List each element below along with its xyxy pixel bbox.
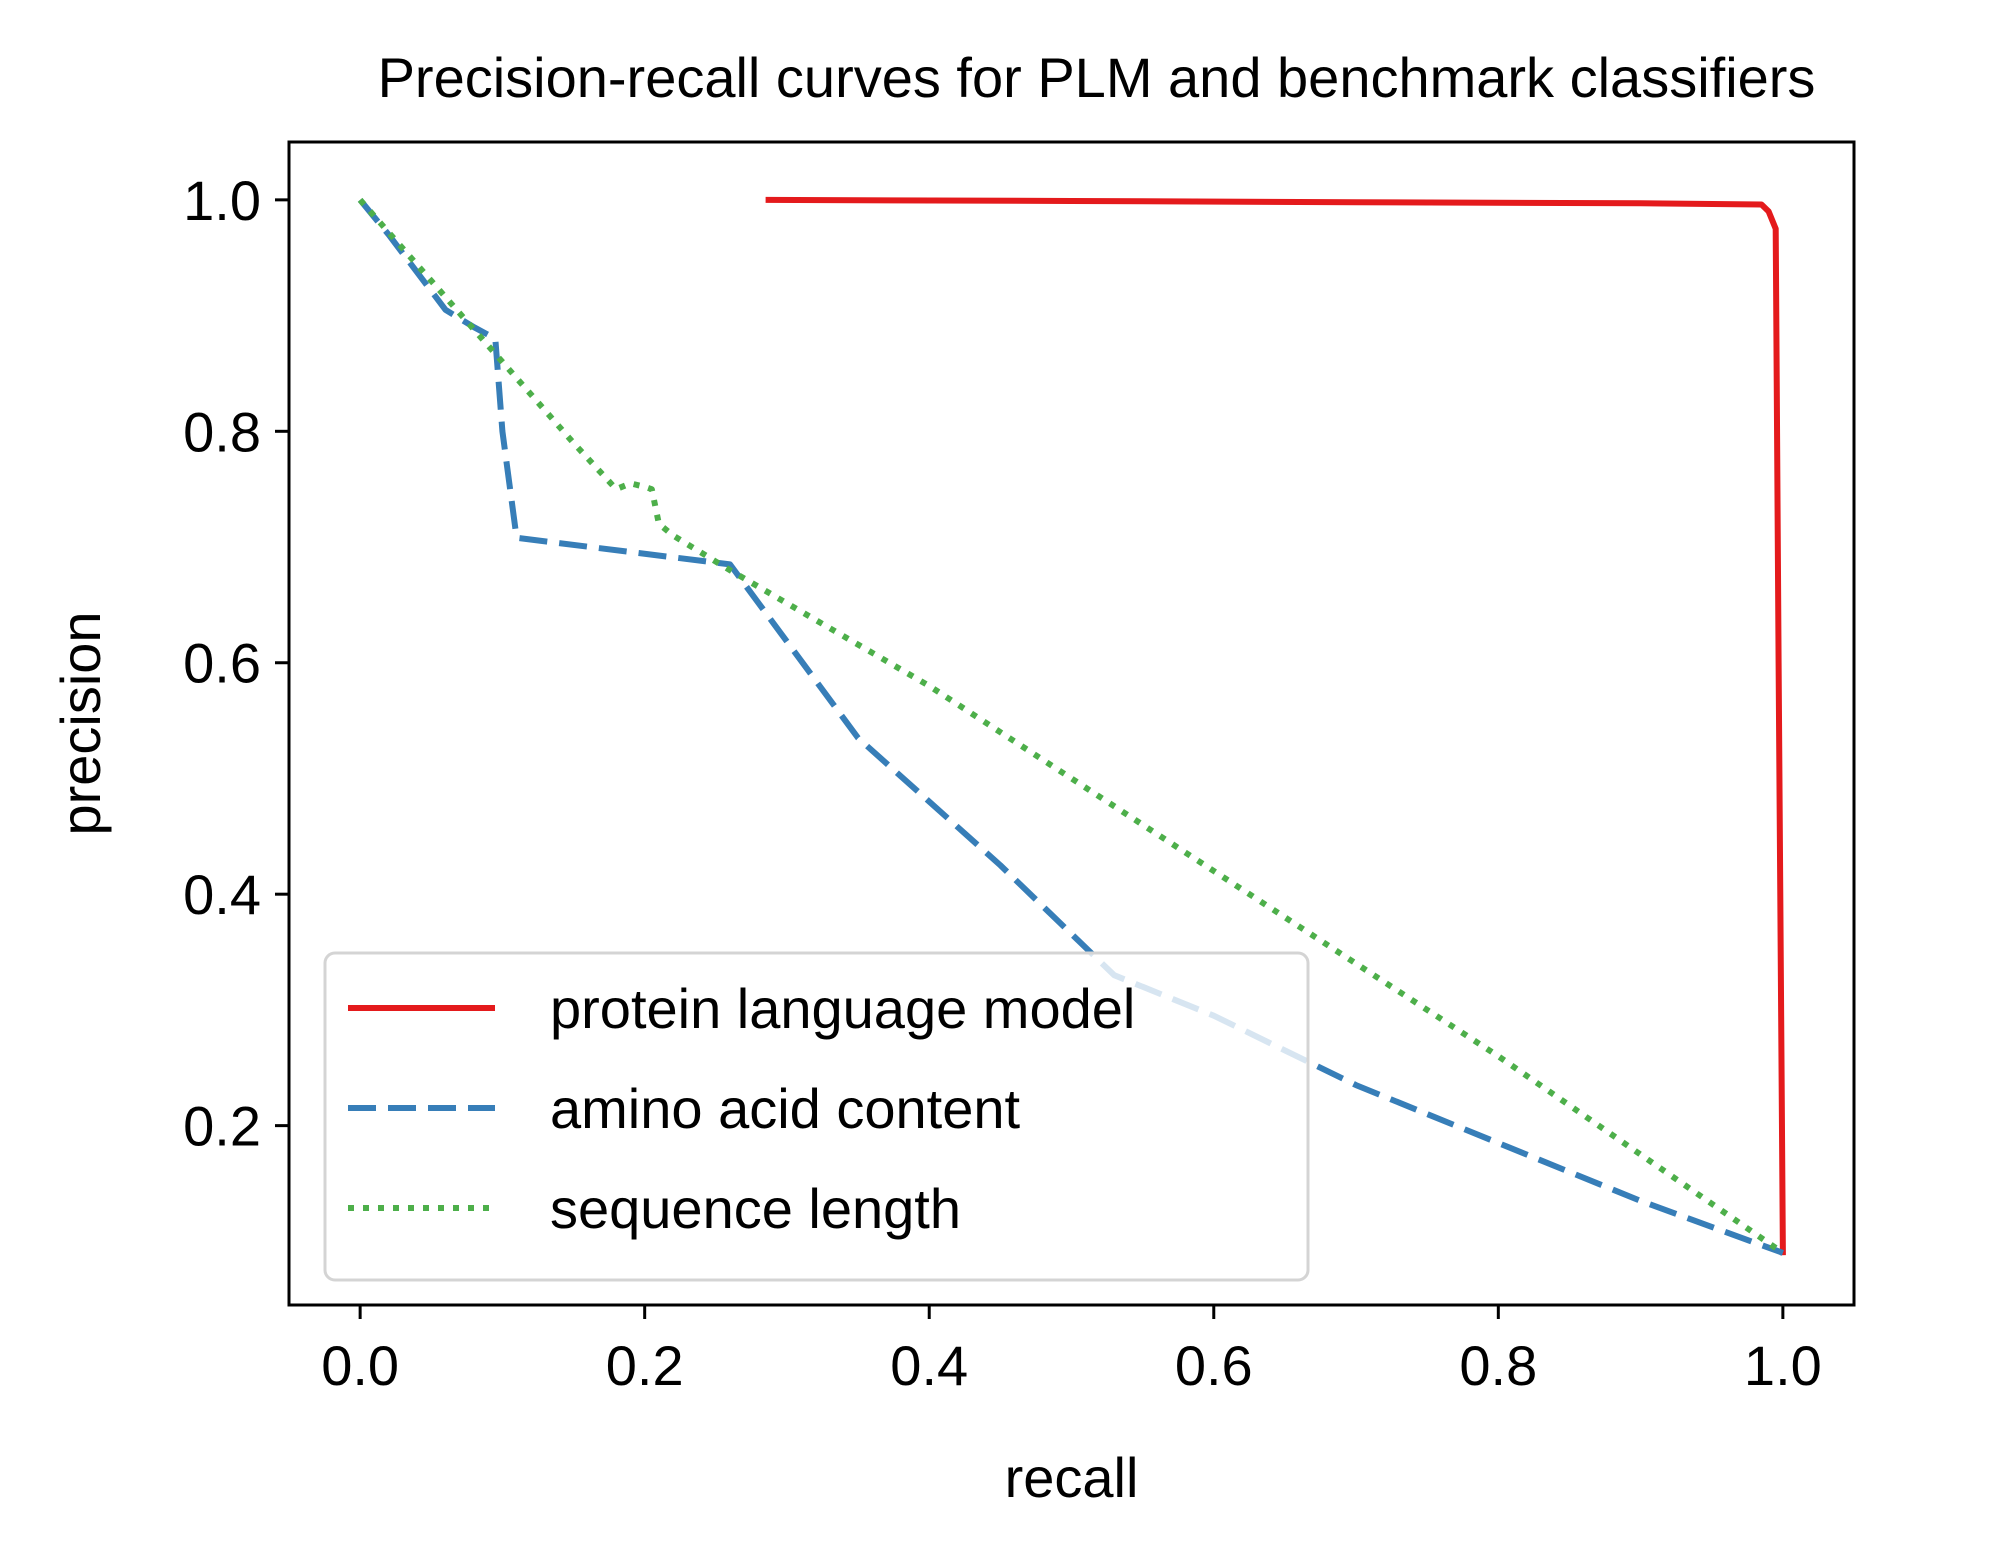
x-tick-label: 1.0: [1744, 1334, 1822, 1397]
legend: protein language model amino acid content…: [323, 951, 1310, 1282]
x-tick-label: 0.0: [321, 1334, 399, 1397]
legend-label-1: amino acid content: [550, 1077, 1021, 1140]
y-tick-label: 0.4: [183, 863, 261, 926]
y-axis-label: precision: [49, 611, 112, 835]
plot-frame: [287, 140, 1856, 1307]
legend-label-0: protein language model: [550, 977, 1135, 1040]
x-tick-label: 0.6: [1175, 1334, 1253, 1397]
y-tick-label: 0.2: [183, 1095, 261, 1158]
x-axis-label: recall: [1005, 1446, 1139, 1509]
x-tick-label: 0.4: [890, 1334, 968, 1397]
series-line-1: [357, 197, 1784, 1256]
series-layer: [357, 196, 1786, 1256]
x-tick-label: 0.2: [606, 1334, 684, 1397]
series-line-0: [765, 196, 1786, 1256]
ticks-layer: 0.0 0.2 0.4 0.6 0.8 1.0 0.2 0.4 0.6 0.8 1.0: [183, 169, 1822, 1397]
y-tick-label: 0.6: [183, 632, 261, 695]
x-tick-label: 0.8: [1459, 1334, 1537, 1397]
chart-title: Precision-recall curves for PLM and benc…: [378, 46, 1816, 109]
y-tick-label: 1.0: [183, 169, 261, 232]
legend-box: [323, 951, 1310, 1282]
series-line-2: [357, 197, 1785, 1256]
y-tick-label: 0.8: [183, 400, 261, 463]
legend-label-2: sequence length: [550, 1177, 961, 1240]
